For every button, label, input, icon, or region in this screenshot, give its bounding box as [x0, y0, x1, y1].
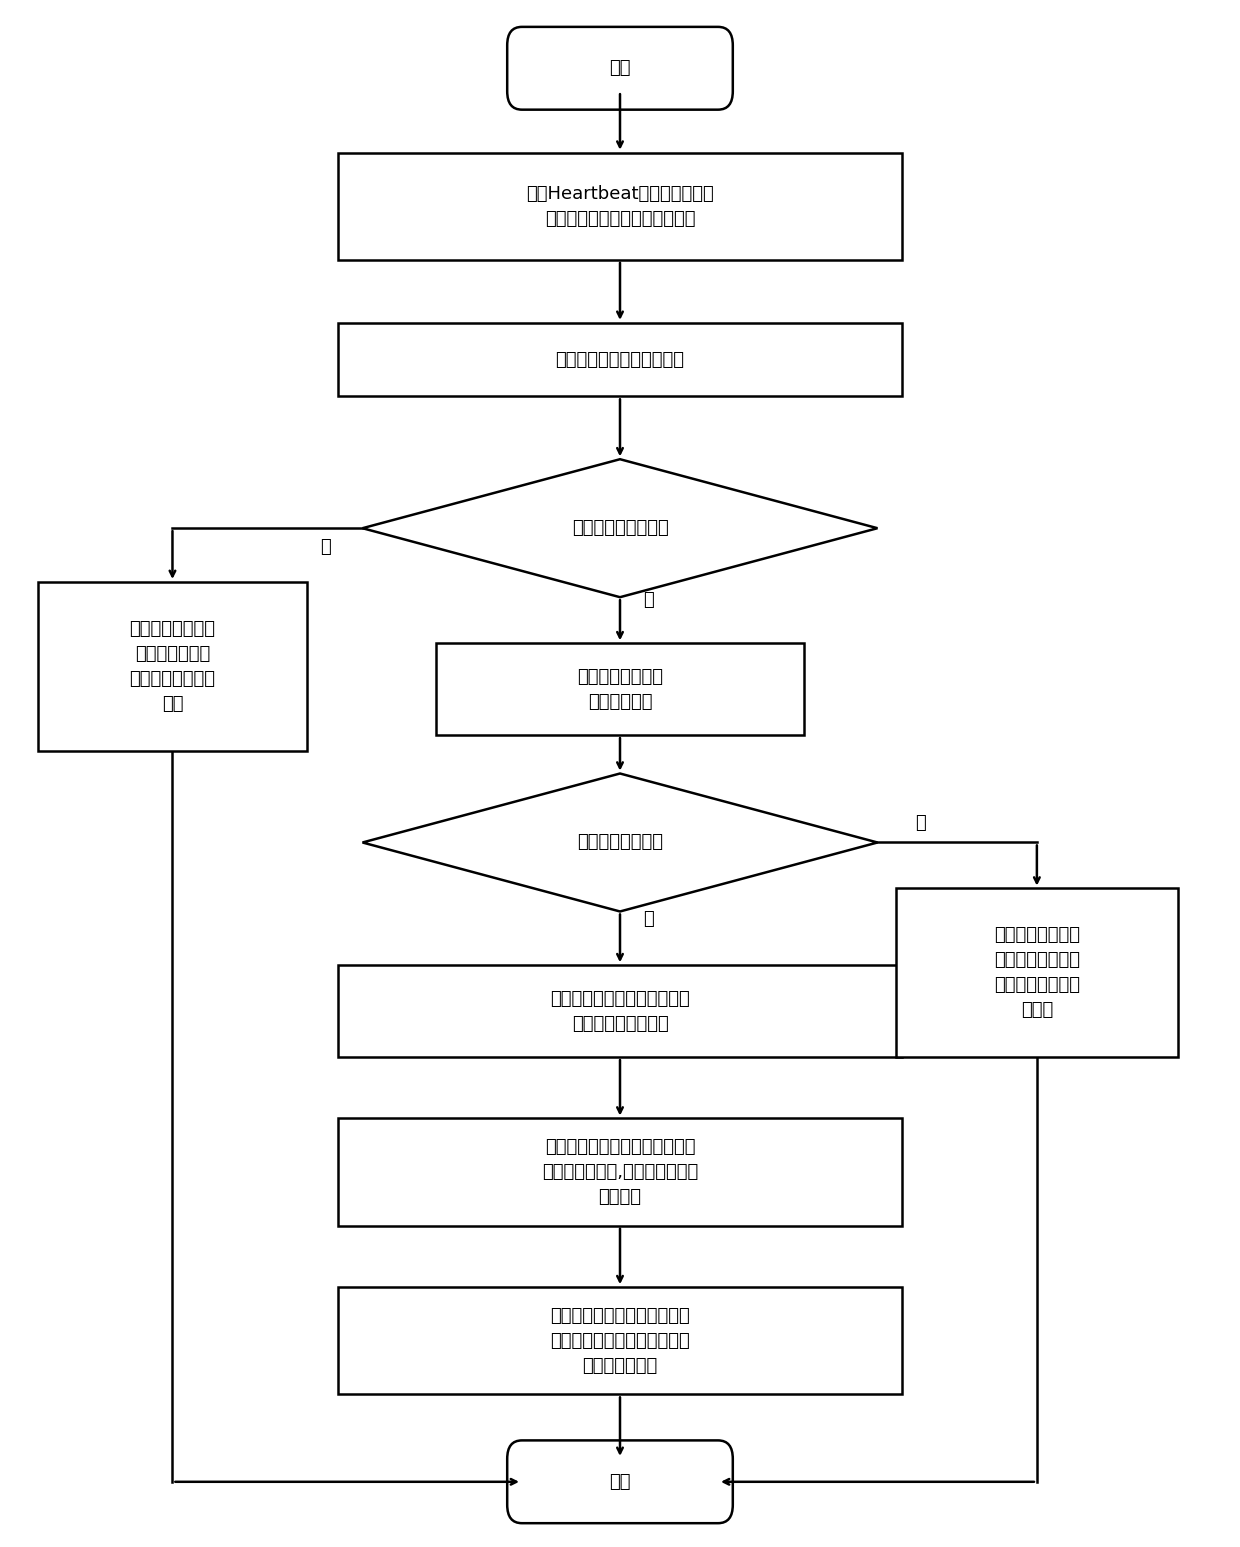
Text: 其他通过死亡节点通信的节点
寻找距离它最近的可通信节点
作为它的下一跳: 其他通过死亡节点通信的节点 寻找距离它最近的可通信节点 作为它的下一跳: [551, 1307, 689, 1375]
Text: 是: 是: [915, 814, 926, 832]
Text: 开始: 开始: [609, 59, 631, 77]
Bar: [339, 1287, 901, 1394]
Text: 根据覆盖能量综合评价模型，放
置带镜子的节点,节点对通过镜子
反射通信: 根据覆盖能量综合评价模型，放 置带镜子的节点,节点对通过镜子 反射通信: [542, 1139, 698, 1207]
FancyBboxPatch shape: [507, 26, 733, 110]
Bar: [339, 323, 901, 396]
Bar: [895, 888, 1178, 1057]
FancyBboxPatch shape: [507, 1440, 733, 1524]
Text: 是: 是: [642, 591, 653, 610]
Text: 获取死亡节点区域覆盖状态: 获取死亡节点区域覆盖状态: [556, 351, 684, 368]
Text: 结束: 结束: [609, 1473, 631, 1491]
Bar: [339, 153, 901, 260]
Bar: [436, 644, 804, 735]
Text: 选择最大概率可以通过死亡节
点位置反射的节点对: 选择最大概率可以通过死亡节 点位置反射的节点对: [551, 990, 689, 1033]
Text: 死亡节点为中继节点: 死亡节点为中继节点: [572, 520, 668, 537]
Bar: [339, 1118, 901, 1225]
Text: 存在一对通信节点: 存在一对通信节点: [577, 834, 663, 851]
Polygon shape: [362, 774, 878, 911]
Bar: [339, 965, 901, 1057]
Text: 通过最小圆覆盖法
找到修复节点位
置，放置节点进行
修复: 通过最小圆覆盖法 找到修复节点位 置，放置节点进行 修复: [129, 620, 216, 713]
Bar: [37, 582, 308, 750]
Polygon shape: [362, 459, 878, 597]
Text: 寻找通过死亡节点
通信的节点对: 寻找通过死亡节点 通信的节点对: [577, 668, 663, 710]
Text: 基于Heartbeat机制检测到节点
处于亚死亡状态，获取节点信息: 基于Heartbeat机制检测到节点 处于亚死亡状态，获取节点信息: [526, 184, 714, 227]
Text: 根据覆盖能量综合
评价模型，放置镜
子节点替代死亡节
点通信: 根据覆盖能量综合 评价模型，放置镜 子节点替代死亡节 点通信: [994, 927, 1080, 1019]
Text: 否: 否: [642, 910, 653, 928]
Text: 否: 否: [320, 538, 331, 555]
